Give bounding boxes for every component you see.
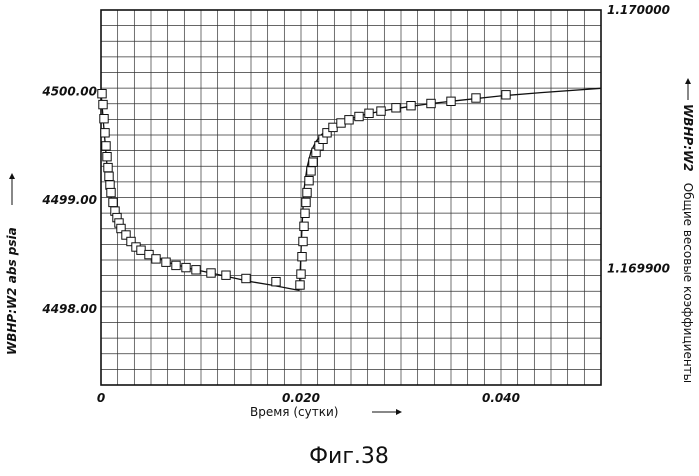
data-point-marker	[392, 104, 400, 112]
data-point-marker	[307, 167, 315, 175]
data-point-marker	[502, 91, 510, 99]
y-axis-left-arrow-head	[9, 173, 15, 179]
data-point-marker	[242, 274, 250, 282]
data-point-marker	[345, 116, 353, 124]
data-point-marker	[162, 258, 170, 266]
data-point-marker	[99, 100, 107, 108]
data-point-marker	[301, 209, 309, 217]
y-axis-right-label-text: Общие весовые коэффициенты	[681, 183, 695, 383]
data-point-marker	[137, 246, 145, 254]
y-axis-right-arrow-head	[685, 78, 691, 84]
y-right-tick-label: 1.169900	[607, 262, 670, 276]
data-point-marker	[329, 123, 337, 131]
data-point-marker	[447, 97, 455, 105]
x-tick-label: 0.020	[282, 391, 320, 405]
x-tick-label: 0	[97, 391, 105, 405]
data-point-marker	[309, 158, 317, 166]
data-point-marker	[172, 261, 180, 269]
data-point-marker	[101, 129, 109, 137]
data-point-marker	[105, 172, 113, 180]
y-right-tick-label: 1.170000	[607, 3, 670, 17]
y-left-tick-label: 4499.00	[41, 193, 97, 207]
data-point-marker	[297, 270, 305, 278]
y-axis-right-label-bold: WBHP:W2	[681, 104, 695, 172]
data-point-marker	[337, 119, 345, 127]
data-point-marker	[222, 271, 230, 279]
data-point-marker	[472, 94, 480, 102]
grid-lines	[101, 10, 601, 385]
data-point-marker	[100, 115, 108, 123]
data-point-marker	[98, 90, 106, 98]
data-point-marker	[305, 177, 313, 185]
tick-labels: 0 0.020 0.040 4500.00 4499.00 4498.00 1.170000…	[41, 3, 670, 405]
data-point-marker	[103, 153, 111, 161]
data-point-marker	[102, 142, 110, 150]
data-point-marker	[182, 263, 190, 271]
data-point-marker	[272, 278, 280, 286]
x-tick-label: 0.040	[482, 391, 520, 405]
data-point-marker	[104, 163, 112, 171]
y-left-tick-label: 4498.00	[41, 302, 97, 316]
data-point-marker	[355, 112, 363, 120]
data-point-marker	[302, 198, 310, 206]
data-point-marker	[299, 237, 307, 245]
x-axis-arrow-head	[396, 409, 402, 415]
data-point-marker	[303, 188, 311, 196]
data-point-marker	[377, 107, 385, 115]
data-point-marker	[192, 266, 200, 274]
y-left-tick-label: 4500.00	[41, 85, 97, 99]
y-axis-left-label-group: WBHP:W2 abs psia	[5, 173, 19, 355]
data-point-marker	[207, 269, 215, 277]
data-point-marker	[365, 109, 373, 117]
data-point-marker	[296, 281, 304, 289]
data-point-marker	[298, 253, 306, 261]
data-point-marker	[300, 222, 308, 230]
y-axis-left-label: WBHP:W2 abs psia	[5, 227, 19, 355]
y-axis-right-label-group: WBHP:W2 Общие весовые коэффициенты	[680, 78, 699, 383]
data-point-marker	[109, 198, 117, 206]
data-point-marker	[152, 255, 160, 263]
y-axis-right-label: WBHP:W2 Общие весовые коэффициенты	[680, 104, 699, 383]
data-point-marker	[407, 102, 415, 110]
data-point-marker	[427, 99, 435, 107]
figure-caption: Фиг.38	[309, 444, 389, 469]
data-point-marker	[107, 188, 115, 196]
x-axis-label: Время (сутки)	[250, 405, 338, 419]
